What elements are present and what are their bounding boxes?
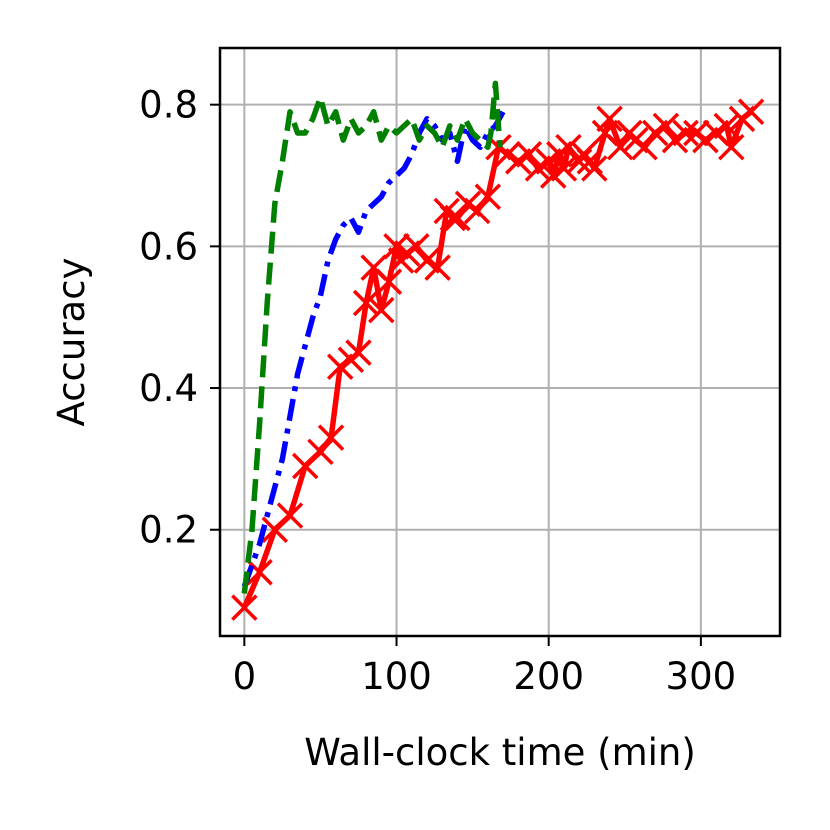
plot-frame <box>218 46 782 638</box>
series-3 <box>241 80 503 594</box>
data-point-marker <box>631 133 658 161</box>
data-point-marker <box>515 141 543 168</box>
data-point-marker <box>403 233 430 260</box>
data-point-marker <box>352 289 380 317</box>
data-point-marker <box>576 148 604 175</box>
data-point-marker <box>276 502 304 529</box>
y-tick-label: 0.4 <box>139 367 198 410</box>
plot-area <box>231 80 765 621</box>
data-point-marker <box>737 98 765 125</box>
data-point-marker <box>231 594 258 621</box>
data-point-marker <box>555 133 582 161</box>
x-tick-label: 0 <box>233 655 257 698</box>
y-axis: 0.2 0.4 0.6 0.8 <box>139 84 220 552</box>
x-axis-title: Wall-clock time (min) <box>304 731 696 774</box>
data-point-marker <box>606 133 634 161</box>
data-point-marker <box>463 197 491 225</box>
data-point-marker <box>317 424 345 451</box>
y-axis-title: Accuracy <box>50 258 93 427</box>
data-point-marker <box>424 254 451 281</box>
data-point-marker <box>652 112 680 140</box>
series-line <box>241 110 506 588</box>
data-point-marker <box>713 112 740 140</box>
data-point-marker <box>307 438 334 466</box>
data-point-marker <box>565 148 593 175</box>
data-point-marker <box>672 119 699 147</box>
data-point-marker <box>444 204 471 232</box>
data-point-marker <box>596 105 623 133</box>
series-line <box>241 80 503 594</box>
series-2 <box>241 110 506 588</box>
y-tick-label: 0.2 <box>139 509 198 552</box>
data-point-marker <box>375 268 403 296</box>
data-point-marker <box>550 155 578 182</box>
y-tick-label: 0.6 <box>139 225 198 268</box>
data-point-marker <box>581 155 608 182</box>
data-point-marker <box>474 183 502 211</box>
data-point-marker <box>246 559 273 586</box>
x-tick-label: 300 <box>666 655 737 698</box>
x-axis: 0 100 200 300 <box>233 636 737 698</box>
y-tick-label: 0.8 <box>139 84 198 127</box>
x-tick-label: 200 <box>513 655 584 698</box>
data-point-marker <box>718 133 745 161</box>
x-tick-label: 100 <box>361 655 432 698</box>
data-point-marker <box>345 339 372 366</box>
series-1 <box>231 98 765 621</box>
data-point-marker <box>368 296 395 324</box>
